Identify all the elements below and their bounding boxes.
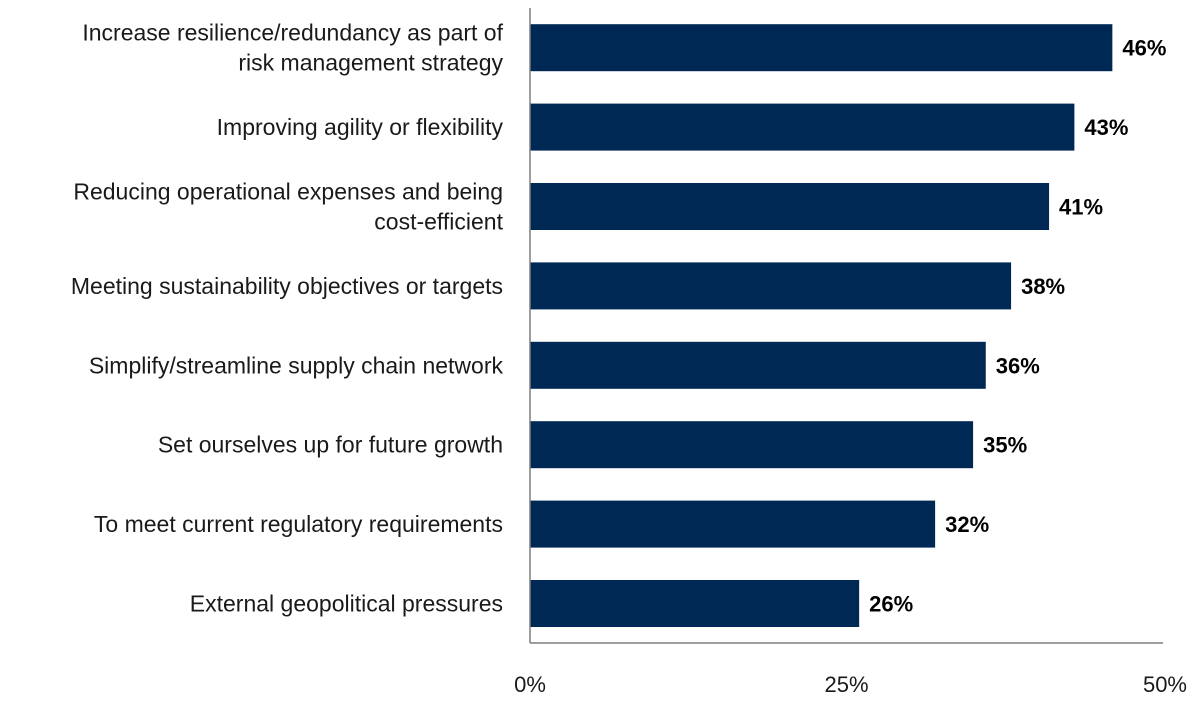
category-label: Improving agility or flexibility (217, 114, 504, 140)
bar (530, 183, 1050, 230)
bar (530, 580, 860, 627)
bar (530, 500, 936, 548)
bar-value-label: 26% (869, 592, 913, 617)
category-label: cost-efficient (374, 209, 503, 235)
bar (530, 341, 986, 389)
x-tick-label: 50% (1143, 672, 1187, 697)
bar (530, 421, 974, 469)
category-label: Increase resilience/redundancy as part o… (82, 20, 503, 46)
bar-value-label: 32% (945, 512, 989, 537)
x-tick-label: 0% (514, 672, 546, 697)
category-label: External geopolitical pressures (190, 591, 503, 617)
bar-value-label: 43% (1084, 115, 1128, 140)
bar-value-label: 35% (983, 433, 1027, 458)
category-label: Reducing operational expenses and being (73, 179, 503, 205)
category-label: Set ourselves up for future growth (158, 432, 503, 458)
category-label: To meet current regulatory requirements (94, 511, 503, 537)
bar-value-label: 41% (1059, 195, 1103, 220)
bar-value-label: 38% (1021, 274, 1065, 299)
bar-value-label: 36% (996, 353, 1040, 378)
category-label: Meeting sustainability objectives or tar… (71, 273, 503, 299)
bar (530, 262, 1012, 310)
x-tick-label: 25% (824, 672, 868, 697)
category-label: Simplify/streamline supply chain network (89, 352, 504, 378)
bar (530, 103, 1075, 151)
bar (530, 24, 1113, 72)
bar-value-label: 46% (1122, 36, 1166, 61)
category-label: risk management strategy (238, 50, 503, 76)
